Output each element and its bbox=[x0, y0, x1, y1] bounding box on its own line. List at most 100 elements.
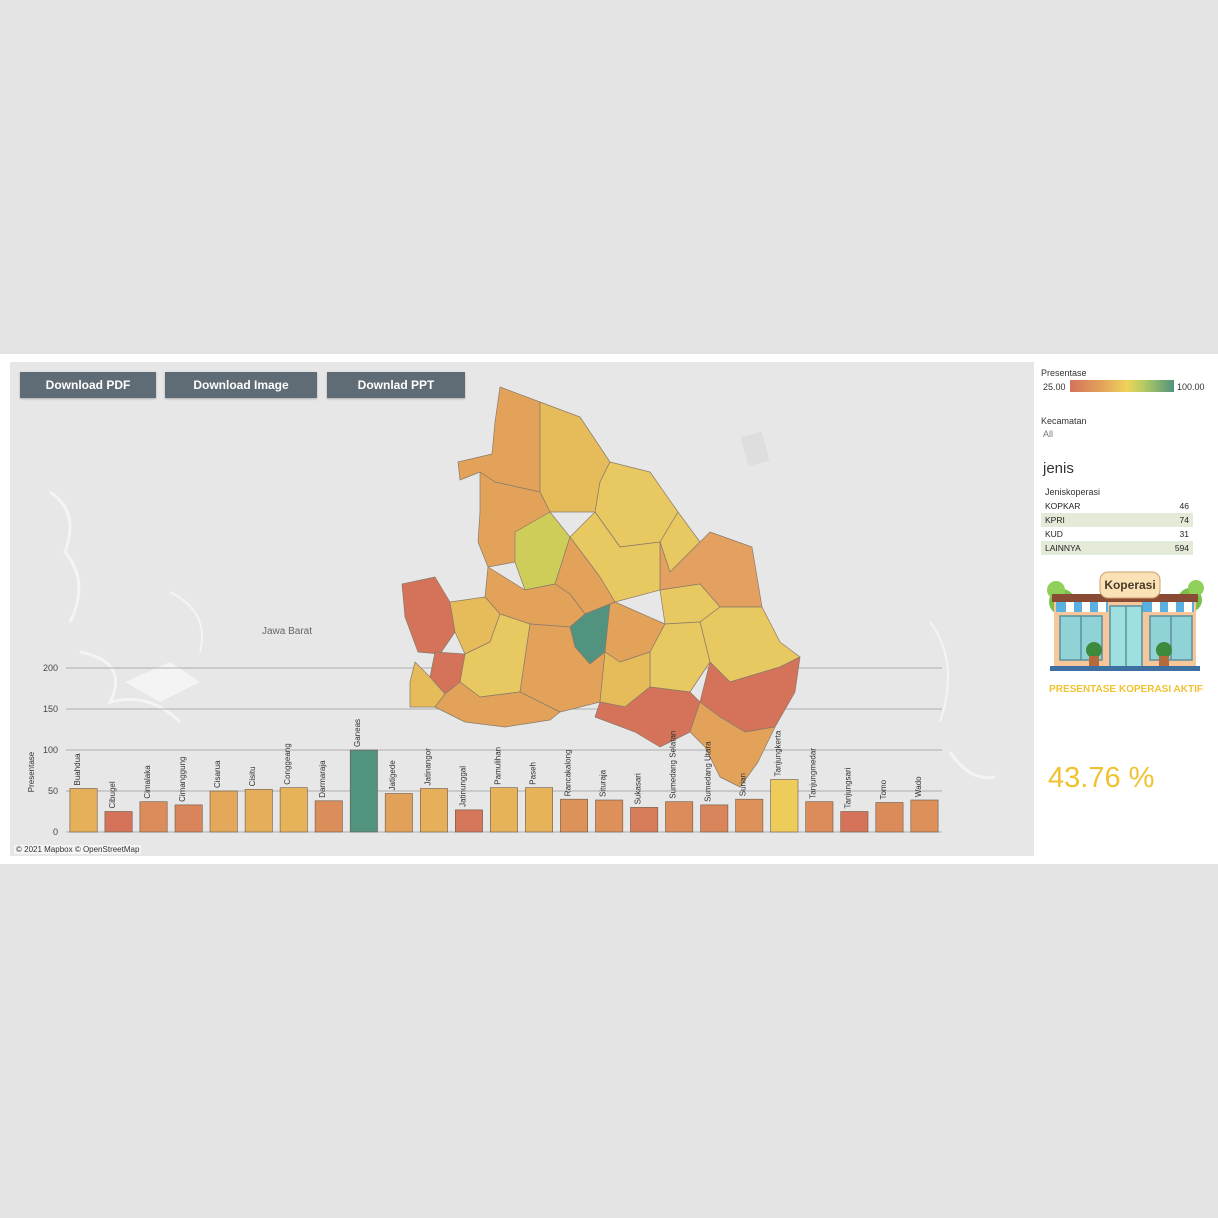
bar-label: Rancakalong bbox=[563, 749, 572, 796]
bar-chart: 0 50 100 150 200 Presentase Buahdua Cibugel Ci… bbox=[27, 663, 939, 837]
download-ppt-button[interactable]: Downlad PPT bbox=[327, 372, 465, 398]
bar-buahdua[interactable] bbox=[69, 788, 98, 833]
bar-darmaraja[interactable] bbox=[314, 800, 343, 833]
y-axis-title: Presentase bbox=[27, 751, 36, 792]
bar-label: Cisarua bbox=[213, 760, 222, 788]
y-axis: 0 50 100 150 200 bbox=[43, 663, 58, 837]
row-value: 46 bbox=[1179, 501, 1189, 511]
bar-label: Darmaraja bbox=[318, 760, 327, 798]
store-sign-text: Koperasi bbox=[1104, 578, 1155, 592]
dashboard: 0 50 100 150 200 Presentase Buahdua Cibugel Ci… bbox=[0, 354, 1218, 864]
filter-title: Kecamatan bbox=[1041, 416, 1087, 426]
legend-min: 25.00 bbox=[1043, 382, 1066, 392]
store-illustration: Koperasi bbox=[1047, 571, 1204, 671]
table-row[interactable]: KUD 31 bbox=[1041, 527, 1193, 541]
bar-label: Cimanggung bbox=[178, 757, 187, 802]
bar-label: Tanjungmedar bbox=[809, 748, 818, 799]
district-tanjungkerta-north[interactable] bbox=[457, 386, 541, 493]
bar-tanjungsari[interactable] bbox=[840, 811, 869, 833]
download-image-button[interactable]: Download Image bbox=[165, 372, 317, 398]
bar-label: Paseh bbox=[528, 762, 537, 785]
bar-jatinunggal[interactable] bbox=[454, 809, 483, 833]
bar-label: Jatigede bbox=[388, 760, 397, 791]
bar-cibugel[interactable] bbox=[104, 811, 133, 833]
bar-jatinangor[interactable] bbox=[419, 788, 448, 833]
bar-label: Pamulihan bbox=[493, 747, 502, 785]
background-water bbox=[49, 431, 996, 780]
row-value: 594 bbox=[1174, 543, 1189, 553]
table-column-header: Jeniskoperasi bbox=[1045, 487, 1101, 497]
bar-tanjungkerta[interactable] bbox=[770, 779, 799, 833]
district-cisarua[interactable] bbox=[434, 681, 561, 728]
row-name: LAINNYA bbox=[1045, 543, 1081, 553]
bar-conggeang[interactable] bbox=[279, 787, 308, 833]
district-wado[interactable] bbox=[689, 701, 776, 788]
legend-title: Presentase bbox=[1041, 368, 1087, 378]
table-row[interactable]: KPRI 74 bbox=[1041, 513, 1193, 527]
map-panel[interactable]: 0 50 100 150 200 Presentase Buahdua Cibugel Ci… bbox=[10, 362, 1034, 856]
bar-cisitu[interactable] bbox=[244, 789, 273, 833]
bar-tomo[interactable] bbox=[875, 802, 904, 833]
y-tick-label: 150 bbox=[43, 704, 58, 714]
table-row[interactable]: LAINNYA 594 bbox=[1041, 541, 1193, 555]
y-tick-label: 50 bbox=[48, 786, 58, 796]
row-name: KUD bbox=[1045, 529, 1063, 539]
kecamatan-filter[interactable]: All bbox=[1043, 429, 1054, 439]
bar-label: Buahdua bbox=[73, 753, 82, 786]
bar-ganeas[interactable] bbox=[349, 749, 378, 833]
bar-paseh[interactable] bbox=[525, 787, 554, 833]
bar-sumedang-utara[interactable] bbox=[700, 804, 729, 833]
bar-cimanggung[interactable] bbox=[174, 804, 203, 833]
legend-max: 100.00 bbox=[1177, 382, 1205, 392]
bar-labels: Buahdua Cibugel Cimalaka Cimanggung Cisarua C… bbox=[73, 719, 923, 809]
region-label: Jawa Barat bbox=[262, 626, 313, 637]
bar-label: Tomo bbox=[879, 779, 888, 799]
bar-cimalaka[interactable] bbox=[139, 801, 168, 833]
bar-label: Sumedang Selatan bbox=[669, 731, 678, 799]
kpi-value: 43.76 % bbox=[1048, 762, 1155, 794]
section-title: jenis bbox=[1043, 460, 1074, 477]
district-sukasari[interactable] bbox=[401, 576, 456, 655]
jenis-table: KOPKAR 46 KPRI 74 KUD 31 LAINNYA 594 bbox=[1041, 499, 1193, 555]
bar-label: Tanjungkerta bbox=[774, 730, 783, 776]
bar-label: Cisitu bbox=[248, 766, 257, 786]
bar-label: Situraja bbox=[599, 769, 608, 797]
bar-surian[interactable] bbox=[735, 798, 764, 833]
y-tick-label: 0 bbox=[53, 827, 58, 837]
bar-wado[interactable] bbox=[910, 799, 939, 833]
bar-label: Sumedang Utara bbox=[704, 741, 713, 802]
y-tick-label: 200 bbox=[43, 663, 58, 673]
bars[interactable] bbox=[69, 749, 939, 833]
row-value: 74 bbox=[1179, 515, 1189, 525]
bar-label: Cibugel bbox=[108, 781, 117, 808]
kpi-caption: PRESENTASE KOPERASI AKTIF bbox=[1049, 684, 1203, 695]
bar-label: Tanjungsari bbox=[844, 767, 853, 808]
bar-cisarua[interactable] bbox=[209, 790, 238, 833]
bar-tanjungmedar[interactable] bbox=[805, 801, 834, 833]
choropleth-map[interactable] bbox=[401, 386, 801, 788]
row-value: 31 bbox=[1179, 529, 1189, 539]
bar-label: Cimalaka bbox=[143, 765, 152, 799]
map-canvas[interactable]: 0 50 100 150 200 Presentase Buahdua Cibugel Ci… bbox=[10, 362, 1034, 856]
y-tick-label: 100 bbox=[43, 745, 58, 755]
bar-jatigede[interactable] bbox=[384, 793, 413, 833]
download-pdf-button[interactable]: Download PDF bbox=[20, 372, 156, 398]
bar-label: Surian bbox=[739, 773, 748, 796]
bar-label: Jatinunggal bbox=[458, 766, 467, 807]
bar-situraja[interactable] bbox=[595, 799, 624, 833]
bar-pamulihan[interactable] bbox=[489, 787, 518, 833]
legend-color-ramp bbox=[1070, 380, 1174, 392]
table-row[interactable]: KOPKAR 46 bbox=[1041, 499, 1193, 513]
bar-label: Ganeas bbox=[353, 719, 362, 747]
row-name: KOPKAR bbox=[1045, 501, 1081, 511]
row-name: KPRI bbox=[1045, 515, 1065, 525]
bar-rancakalong[interactable] bbox=[560, 798, 589, 833]
side-panel: Presentase 25.00 100.00 Kecamatan All je… bbox=[1034, 354, 1218, 864]
bar-label: Jatinangor bbox=[423, 748, 432, 786]
bar-label: Sukasari bbox=[634, 773, 643, 804]
bar-label: Conggeang bbox=[283, 743, 292, 784]
bar-sukasari[interactable] bbox=[630, 807, 659, 833]
bar-sumedang-selatan[interactable] bbox=[665, 801, 694, 833]
bar-label: Wado bbox=[914, 776, 923, 797]
map-attribution[interactable]: © 2021 Mapbox © OpenStreetMap bbox=[14, 845, 142, 854]
